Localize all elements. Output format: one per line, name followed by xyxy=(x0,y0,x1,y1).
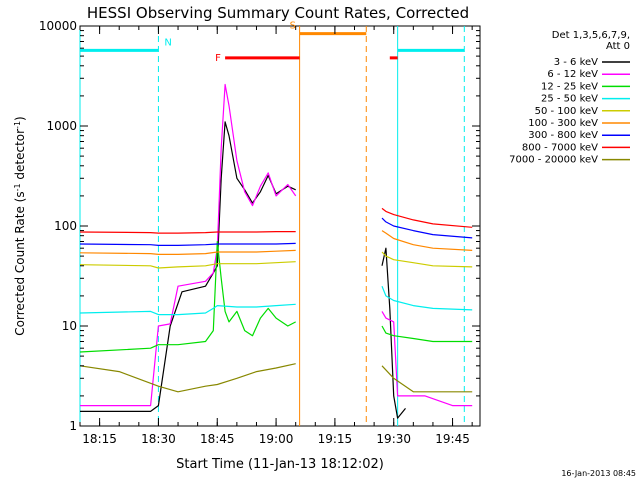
legend-label-3: 12 - 25 keV xyxy=(541,81,598,92)
x-tick-label-3: 18:45 xyxy=(200,432,235,446)
y-axis-label: Corrected Count Rate (s-1 detector-1) xyxy=(13,116,28,335)
series-line-7 xyxy=(79,217,473,246)
x-tick-label-4: 19:00 xyxy=(259,432,294,446)
y-tick-label-4: 1000 xyxy=(46,119,77,133)
x-axis-label: Start Time (11-Jan-13 18:12:02) xyxy=(176,457,384,472)
legend-label-6: 100 - 300 keV xyxy=(528,118,598,129)
series-line-8 xyxy=(79,207,473,234)
series-line-3 xyxy=(79,240,473,353)
plot-frame xyxy=(79,25,481,427)
legend-label-2: 6 - 12 keV xyxy=(547,69,598,80)
legend-header-2: Att 0 xyxy=(606,41,630,52)
series-line-2 xyxy=(80,83,473,407)
x-tick-label-7: 19:45 xyxy=(435,432,470,446)
y-tick-label-1: 1 xyxy=(69,419,77,433)
y-tick-label-3: 100 xyxy=(54,219,77,233)
plot-area xyxy=(79,25,481,427)
flag-label-s: S xyxy=(290,21,296,32)
flag-label-f: F xyxy=(215,53,221,64)
legend-label-8: 800 - 7000 keV xyxy=(522,142,598,153)
legend-header-1: Det 1,3,5,6,7,9, xyxy=(552,30,630,41)
series-line-9 xyxy=(79,363,473,393)
series-line-6 xyxy=(79,230,473,255)
data-layer: N F S xyxy=(79,21,473,426)
legend-label-5: 50 - 100 keV xyxy=(535,106,599,117)
series-line-1 xyxy=(80,121,406,419)
series-line-4 xyxy=(79,285,473,316)
flag-label-n: N xyxy=(164,37,171,48)
footer-timestamp: 16-Jan-2013 08:45 xyxy=(561,469,636,478)
legend-label-1: 3 - 6 keV xyxy=(554,57,598,68)
legend-label-4: 25 - 50 keV xyxy=(541,94,598,105)
series-line-5 xyxy=(79,251,473,269)
legend-label-9: 7000 - 20000 keV xyxy=(509,155,598,166)
x-tick-label-6: 19:30 xyxy=(376,432,411,446)
legend-label-7: 300 - 800 keV xyxy=(528,130,598,141)
axes-layer: 1 10 100 1000 10000 18:15 18:30 18:45 19:00 19:15… xyxy=(39,19,480,446)
y-tick-label-2: 10 xyxy=(62,319,77,333)
x-tick-label-2: 18:30 xyxy=(141,432,176,446)
x-tick-label-1: 18:15 xyxy=(82,432,117,446)
chart-title: HESSI Observing Summary Count Rates, Cor… xyxy=(87,4,469,22)
y-tick-label-5: 10000 xyxy=(39,19,77,33)
x-tick-label-5: 19:15 xyxy=(318,432,353,446)
